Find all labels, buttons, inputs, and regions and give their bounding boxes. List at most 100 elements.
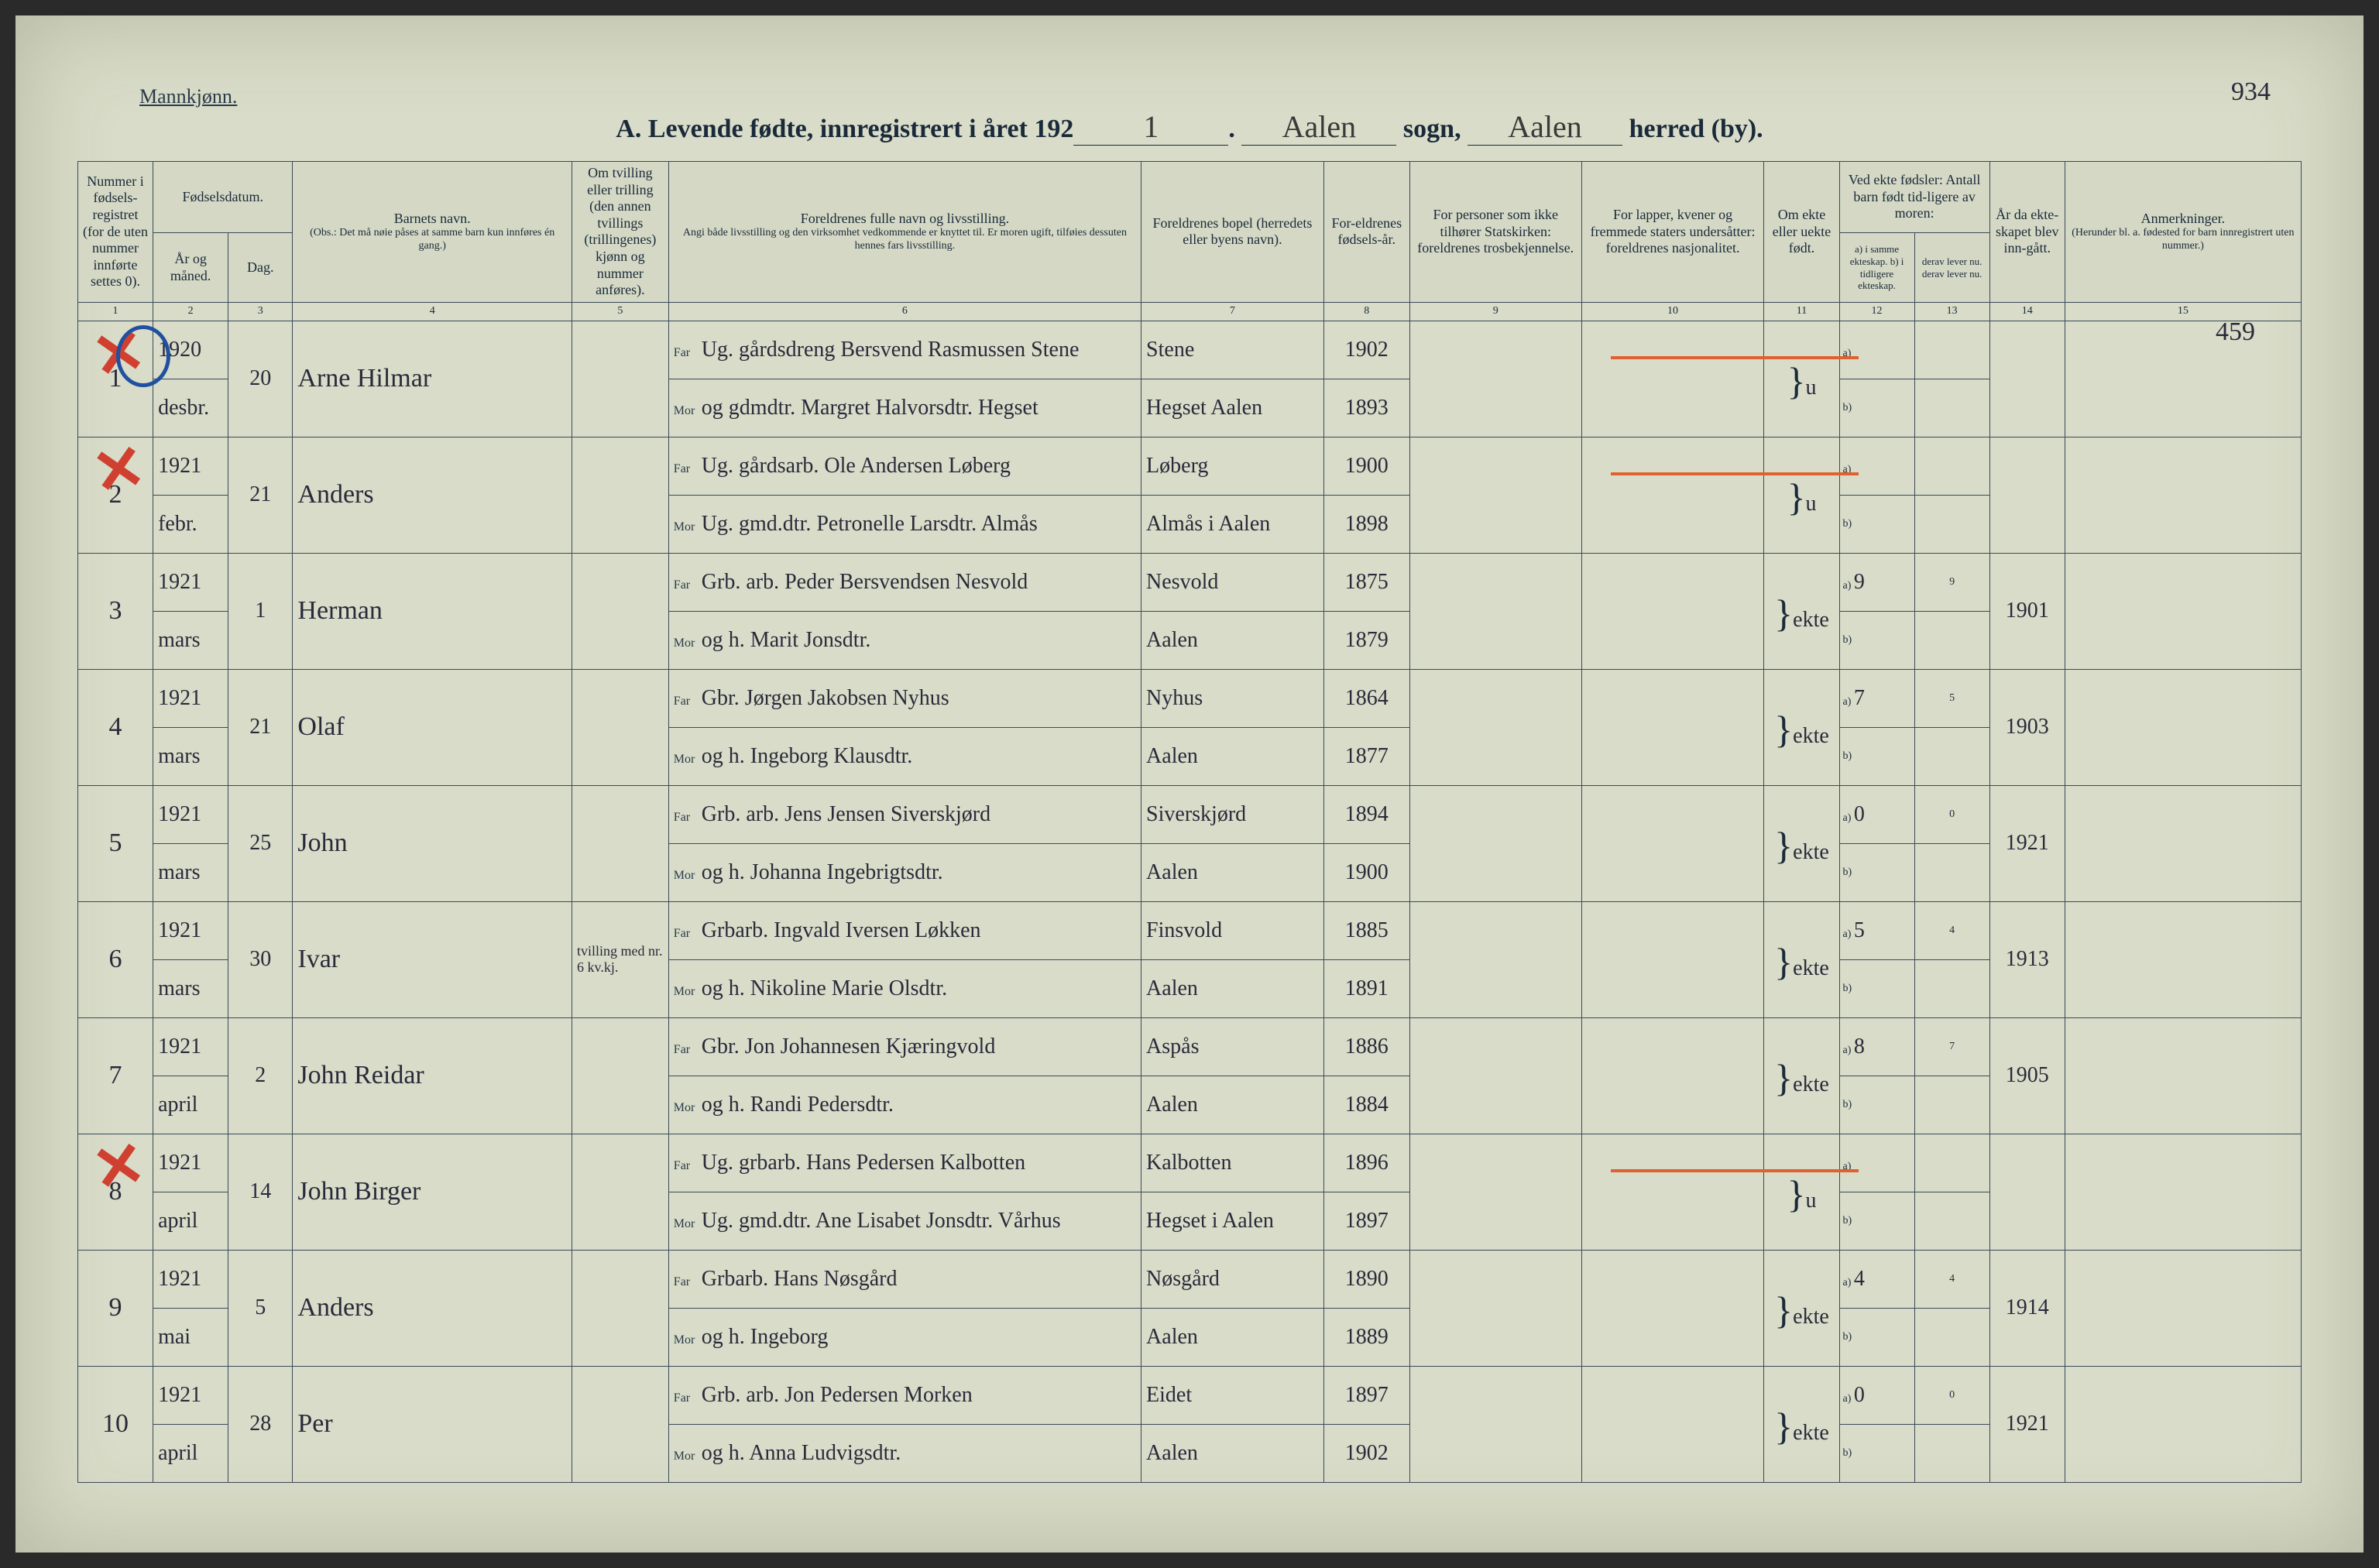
col-12-sub: a) i samme ekteskap. b) i tidligere ekte… — [1839, 233, 1914, 302]
father-cell: FarUg. gårdsdreng Bersvend Rasmussen Ste… — [668, 321, 1141, 379]
mother-cell: Morog h. Nikoline Marie Olsdtr. — [668, 959, 1141, 1017]
birth-year: 1921 — [153, 437, 228, 495]
birth-year: 1921 — [153, 1366, 228, 1424]
child-name: John Birger — [293, 1134, 572, 1250]
children-a: a) 0 — [1839, 785, 1914, 843]
legitimacy-value: ekte — [1793, 956, 1829, 980]
religion-cell — [1409, 321, 1581, 437]
mor-label: Mor — [674, 985, 702, 999]
a-value: 0 — [1854, 802, 1865, 826]
legitimacy-cell: }u — [1764, 437, 1839, 553]
far-label: Far — [674, 578, 702, 592]
far-label: Far — [674, 346, 702, 360]
birth-day: 28 — [228, 1366, 293, 1482]
nationality-cell — [1581, 437, 1764, 553]
legitimacy-cell: }ekte — [1764, 669, 1839, 785]
children-b-living — [1914, 611, 1989, 669]
father-name: Grb. arb. Jon Pedersen Morken — [702, 1383, 973, 1407]
table-row: 4 1921 21 Olaf FarGbr. Jørgen Jakobsen N… — [78, 669, 2302, 727]
religion-cell — [1409, 669, 1581, 785]
far-label: Far — [674, 462, 702, 476]
residence-father: Stene — [1141, 321, 1324, 379]
col-15-header: Anmerkninger. (Herunder bl. a. fødested … — [2065, 162, 2301, 303]
children-b-living — [1914, 1192, 1989, 1250]
mother-name: Ug. gmd.dtr. Ane Lisabet Jonsdtr. Vårhus — [702, 1209, 1061, 1233]
mor-label: Mor — [674, 753, 702, 767]
father-birth-year: 1864 — [1323, 669, 1409, 727]
title-prefix: A. Levende fødte, innregistrert i året 1… — [616, 115, 1073, 143]
religion-cell — [1409, 1250, 1581, 1366]
b-label: b) — [1843, 866, 1852, 878]
children-b-living — [1914, 1424, 1989, 1482]
herred-label: herred (by). — [1629, 115, 1763, 143]
mother-birth-year: 1893 — [1323, 379, 1409, 437]
entry-number: 5 — [78, 785, 153, 901]
entry-number: 6 — [78, 901, 153, 1017]
children-b-living — [1914, 1076, 1989, 1134]
far-label: Far — [674, 1159, 702, 1173]
a-label: a) — [1843, 928, 1852, 940]
a-label: a) — [1843, 1393, 1852, 1405]
children-a-living — [1914, 1134, 1989, 1192]
mother-cell: MorUg. gmd.dtr. Ane Lisabet Jonsdtr. Vår… — [668, 1192, 1141, 1250]
a-label: a) — [1843, 696, 1852, 708]
far-label: Far — [674, 1043, 702, 1057]
children-b: b) — [1839, 843, 1914, 901]
mor-label: Mor — [674, 636, 702, 650]
children-a-living: 0 — [1914, 785, 1989, 843]
nationality-cell — [1581, 669, 1764, 785]
herred-value: Aalen — [1468, 108, 1622, 146]
legitimacy-value: ekte — [1793, 1072, 1829, 1096]
far-label: Far — [674, 1391, 702, 1405]
father-birth-year: 1902 — [1323, 321, 1409, 379]
children-b: b) — [1839, 1076, 1914, 1134]
legitimacy-cell: }ekte — [1764, 1366, 1839, 1482]
father-birth-year: 1897 — [1323, 1366, 1409, 1424]
birth-month: april — [153, 1076, 228, 1134]
table-row: 5 1921 25 John FarGrb. arb. Jens Jensen … — [78, 785, 2302, 843]
residence-mother: Aalen — [1141, 959, 1324, 1017]
mother-cell: Morog gdmdtr. Margret Halvorsdtr. Hegset — [668, 379, 1141, 437]
legitimacy-cell: }ekte — [1764, 1017, 1839, 1134]
remarks-cell — [2065, 1366, 2301, 1482]
register-page: Mannkjønn. 934 459 A. Levende fødte, inn… — [15, 15, 2364, 1553]
birth-month: mai — [153, 1308, 228, 1366]
residence-mother: Hegset i Aalen — [1141, 1192, 1324, 1250]
remarks-cell — [2065, 669, 2301, 785]
remarks-cell — [2065, 1134, 2301, 1250]
residence-father: Løberg — [1141, 437, 1324, 495]
twin-note — [572, 553, 668, 669]
marriage-year: 1914 — [1989, 1250, 2065, 1366]
religion-cell — [1409, 1017, 1581, 1134]
child-name: Herman — [293, 553, 572, 669]
children-a: a) 7 — [1839, 669, 1914, 727]
mother-birth-year: 1877 — [1323, 727, 1409, 785]
legitimacy-cell: }u — [1764, 321, 1839, 437]
religion-cell — [1409, 785, 1581, 901]
year-digit: 1 — [1073, 108, 1228, 146]
mother-name: og h. Nikoline Marie Olsdtr. — [702, 976, 947, 1000]
birth-day: 25 — [228, 785, 293, 901]
mother-birth-year: 1889 — [1323, 1308, 1409, 1366]
father-birth-year: 1890 — [1323, 1250, 1409, 1308]
remarks-cell — [2065, 553, 2301, 669]
children-a: a) — [1839, 321, 1914, 379]
father-name: Grb. arb. Peder Bersvendsen Nesvold — [702, 570, 1028, 594]
mother-cell: Morog h. Anna Ludvigsdtr. — [668, 1424, 1141, 1482]
twin-note — [572, 1017, 668, 1134]
residence-mother: Aalen — [1141, 1308, 1324, 1366]
twin-note — [572, 785, 668, 901]
remarks-cell — [2065, 785, 2301, 901]
twin-note — [572, 1366, 668, 1482]
father-cell: FarGbr. Jon Johannesen Kjæringvold — [668, 1017, 1141, 1076]
children-a: a) 4 — [1839, 1250, 1914, 1308]
children-b-living — [1914, 1308, 1989, 1366]
birth-year: 1921 — [153, 1134, 228, 1192]
father-name: Grbarb. Hans Nøsgård — [702, 1267, 898, 1291]
birth-day: 21 — [228, 669, 293, 785]
table-row: 6 1921 30 Ivar tvilling med nr. 6 kv.kj.… — [78, 901, 2302, 959]
mother-name: og h. Marit Jonsdtr. — [702, 628, 871, 652]
a-label: a) — [1843, 1277, 1852, 1288]
page-number: 934 — [2231, 77, 2271, 107]
father-cell: FarUg. gårdsarb. Ole Andersen Løberg — [668, 437, 1141, 495]
